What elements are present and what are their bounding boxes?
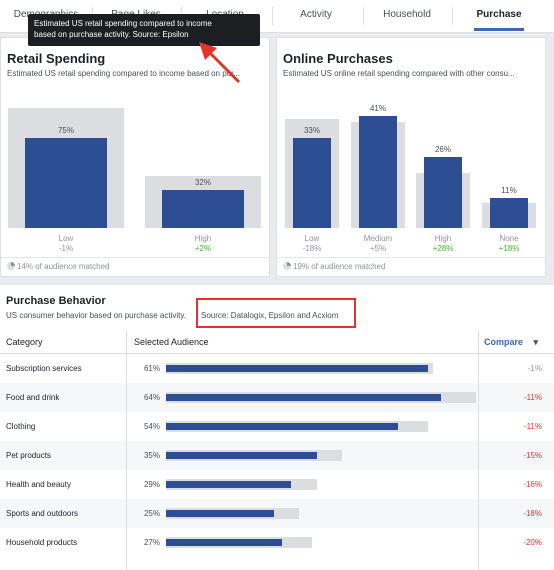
row-category: Subscription services — [6, 364, 82, 373]
tooltip-line-2: based on purchase activity. Source: Epsi… — [34, 30, 189, 39]
online-purchases-chart: 33% Low -18% 41% Medium +5% 26% High +28% 11% None… — [277, 98, 545, 258]
purchase-behavior-subtitle: US consumer behavior based on purchase a… — [6, 311, 186, 320]
pie-chart-icon — [283, 262, 291, 270]
row-compare: -15% — [523, 451, 542, 460]
audience-bar — [166, 452, 317, 459]
compare-value: +5% — [369, 244, 387, 253]
row-compare: -11% — [523, 422, 542, 431]
pie-chart-icon — [7, 262, 15, 270]
column-header-category[interactable]: Category — [6, 337, 43, 347]
source-highlight-box — [196, 298, 356, 328]
tab-activity[interactable]: Activity — [300, 9, 332, 20]
category-label: High +2% — [152, 234, 254, 254]
category-name: Medium — [363, 234, 393, 243]
online-purchases-card: Online Purchases Estimated US online ret… — [276, 37, 546, 277]
audience-bar — [166, 510, 274, 517]
table-row[interactable]: Health and beauty 29% -16% — [0, 470, 554, 499]
annotation-arrow — [199, 42, 241, 84]
category-label: Low -18% — [283, 234, 341, 254]
bar-value-label: 26% — [434, 145, 451, 155]
bar-medium[interactable] — [359, 116, 397, 228]
row-category: Clothing — [6, 422, 36, 431]
row-compare: -18% — [523, 509, 542, 518]
column-header-selected-audience[interactable]: Selected Audience — [134, 337, 209, 347]
table-header: Category Selected Audience Compare ▾ — [0, 331, 554, 354]
tab-household[interactable]: Household — [383, 9, 431, 20]
audience-bar — [166, 365, 429, 372]
row-category: Pet products — [6, 451, 51, 460]
purchase-behavior-title: Purchase Behavior — [6, 295, 106, 307]
audience-bar — [166, 481, 291, 488]
category-name: None — [499, 234, 519, 243]
row-category: Household products — [6, 538, 78, 547]
row-compare: -16% — [523, 480, 542, 489]
row-category: Health and beauty — [6, 480, 71, 489]
audience-matched-text: 14% of audience matched — [17, 262, 110, 271]
bar-value-label: 32% — [194, 177, 211, 187]
audience-bar — [166, 394, 442, 401]
tooltip-line-1: Estimated US retail spending compared to… — [34, 19, 212, 28]
bar-high[interactable] — [424, 157, 462, 228]
retail-spending-card: Retail Spending Estimated US retail spen… — [0, 37, 270, 277]
row-category: Sports and outdoors — [6, 509, 79, 518]
retail-spending-chart: 75% Low -1% 32% High +2% — [1, 98, 269, 258]
retail-spending-tooltip: Estimated US retail spending compared to… — [28, 14, 260, 46]
category-name: High — [434, 234, 452, 243]
bar-high[interactable] — [162, 189, 244, 228]
audience-bar — [166, 539, 283, 546]
table-row[interactable]: Food and drink 64% -11% — [0, 383, 554, 412]
purchase-behavior-source: Source: Datalogix, Epsilon and Acxiom — [201, 311, 339, 320]
audience-bar — [166, 423, 399, 430]
table-row[interactable]: Pet products 35% -15% — [0, 441, 554, 470]
category-label: Medium +5% — [349, 234, 407, 254]
online-purchases-title: Online Purchases — [283, 51, 393, 66]
bar-low[interactable] — [25, 138, 107, 228]
category-name: Low — [304, 234, 320, 243]
row-percent: 25% — [143, 509, 160, 518]
caret-down-icon: ▾ — [533, 337, 539, 347]
bar-value-label: 33% — [303, 126, 320, 135]
bar-value-label: 41% — [369, 104, 386, 114]
compare-value: +28% — [432, 244, 454, 253]
row-percent: 54% — [143, 422, 160, 431]
compare-value: +2% — [194, 244, 212, 253]
table-row[interactable]: Sports and outdoors 25% -18% — [0, 499, 554, 528]
category-name: High — [194, 234, 212, 243]
audience-matched-text: 19% of audience matched — [293, 262, 386, 271]
retail-spending-title: Retail Spending — [7, 51, 106, 66]
category-label: Low -1% — [15, 234, 117, 254]
row-category: Food and drink — [6, 393, 60, 402]
column-header-compare[interactable]: Compare ▾ — [484, 337, 538, 348]
category-label: High +28% — [414, 234, 472, 254]
row-percent: 61% — [143, 364, 160, 373]
bar-none[interactable] — [490, 198, 528, 228]
online-purchases-subtitle: Estimated US online retail spending comp… — [283, 69, 515, 78]
category-label: None +18% — [480, 234, 538, 254]
category-name: Low — [58, 234, 74, 243]
row-percent: 29% — [143, 480, 160, 489]
row-compare: -11% — [523, 393, 542, 402]
retail-spending-footer: 14% of audience matched — [1, 257, 269, 276]
table-row[interactable]: Household products 27% -20% — [0, 528, 554, 557]
row-percent: 27% — [143, 538, 160, 547]
compare-label: Compare — [484, 337, 524, 347]
online-purchases-footer: 19% of audience matched — [277, 257, 545, 276]
compare-value: -1% — [58, 244, 74, 253]
table-row[interactable]: Subscription services 61% -1% — [0, 354, 554, 383]
compare-value: +18% — [498, 244, 520, 253]
column-divider — [126, 331, 127, 570]
row-percent: 64% — [143, 393, 160, 402]
bar-low[interactable] — [293, 138, 331, 228]
bar-value-label: 75% — [57, 126, 74, 135]
row-compare: -1% — [527, 364, 542, 373]
tab-purchase[interactable]: Purchase — [474, 0, 524, 31]
row-compare: -20% — [523, 538, 542, 547]
column-divider — [478, 331, 479, 570]
row-percent: 35% — [143, 451, 160, 460]
compare-value: -18% — [302, 244, 322, 253]
bar-value-label: 11% — [501, 186, 517, 195]
table-row[interactable]: Clothing 54% -11% — [0, 412, 554, 441]
